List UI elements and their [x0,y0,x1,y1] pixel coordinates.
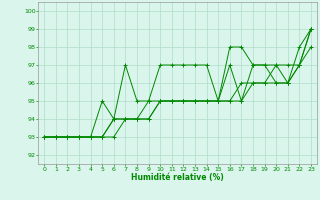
X-axis label: Humidité relative (%): Humidité relative (%) [131,173,224,182]
